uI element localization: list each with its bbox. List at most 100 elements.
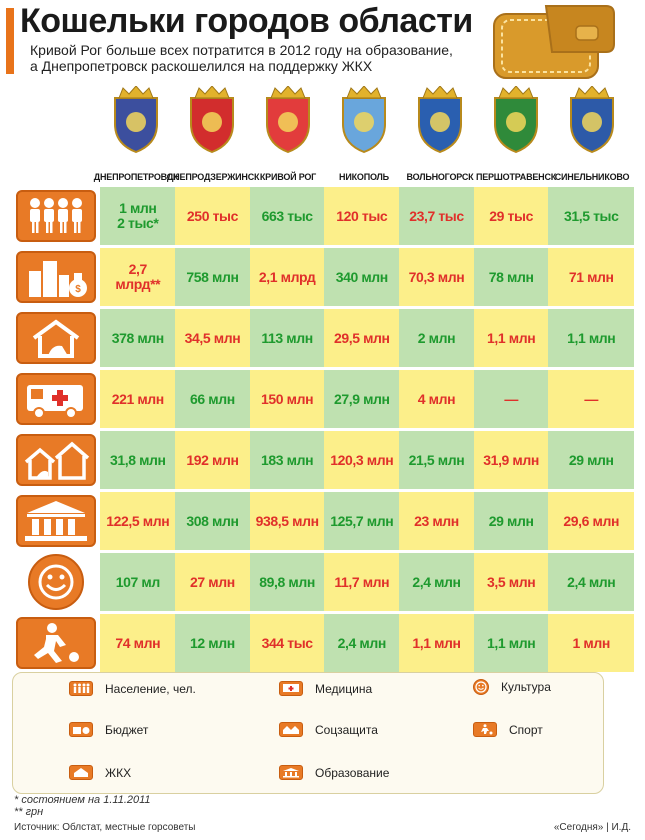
legend-item-budget: Бюджет (69, 722, 148, 737)
value-cell: 663 тыс (249, 187, 325, 245)
value-cell: 378 млн (100, 309, 176, 367)
value-cell: 31,8 млн (100, 431, 176, 489)
legend-label-education: Образование (315, 765, 390, 780)
source-text: Источник: Облстат, местные горсоветы (14, 822, 196, 833)
table-row-medicine: 221 млн 66 млн 150 млн 27,9 млн 4 млн — — (12, 370, 634, 428)
legend-item-housing: ЖКХ (69, 765, 131, 780)
legend-label-sport: Спорт (509, 722, 543, 737)
coat-of-arms-icon (190, 86, 234, 154)
subtitle-line-1: Кривой Рог больше всех потратится в 2012… (30, 42, 453, 58)
house-icon (16, 312, 97, 364)
value-cell: 221 млн (100, 370, 176, 428)
value-cell: 150 млн (249, 370, 325, 428)
value-cell: 27 млн (175, 553, 250, 611)
accent-bar (6, 8, 14, 74)
value-cell: 1 млн 2 тыс* (100, 187, 176, 245)
page-title: Кошельки городов области (20, 2, 473, 40)
table-row-social: 31,8 млн 192 млн 183 млн 120,3 млн 21,5 млн 3… (12, 431, 634, 489)
table-row-housing: 378 млн 34,5 млн 113 млн 29,5 млн 2 млн 1,1 м… (12, 309, 634, 367)
coat-of-arms-icon (570, 86, 614, 154)
table-row-education: 122,5 млн 308 млн 938,5 млн 125,7 млн 23 млн… (12, 492, 634, 550)
football-player-icon (473, 722, 497, 737)
value-cell: 12 млн (175, 614, 250, 672)
house-icon (69, 765, 93, 780)
footnote-2: ** грн (14, 806, 44, 818)
table-row-sport: 74 млн 12 млн 344 тыс 2,4 млн 1,1 млн 1,1 млн… (12, 614, 634, 672)
value-cell: 21,5 млн (399, 431, 474, 489)
legend-label-budget: Бюджет (105, 722, 149, 737)
value-cell: 23 млн (399, 492, 474, 550)
value-cell: 31,5 тыс (548, 187, 634, 245)
legend-label-social: Соцзащита (315, 722, 378, 737)
value-cell: 1 млн (548, 614, 634, 672)
wallet-icon (493, 5, 615, 79)
smiley-icon (473, 679, 489, 695)
table-row-culture: 107 мл 27 млн 89,8 млн 11,7 млн 2,4 млн 3,5 м… (12, 553, 634, 611)
legend-item-sport: Спорт (473, 722, 543, 737)
value-cell: 113 млн (249, 309, 325, 367)
row-icon-cell (12, 492, 100, 550)
value-cell: 78 млн (473, 248, 549, 306)
coat-of-arms-icon (266, 86, 310, 154)
table-row-budget: $2,7 млрд** 758 млн 2,1 млрд 340 млн 70,3 мл… (12, 248, 634, 306)
money-bag-icon: $ (16, 251, 97, 303)
value-cell: 29 тыс (473, 187, 549, 245)
value-cell: 250 тыс (175, 187, 250, 245)
people-icon (69, 681, 93, 696)
social-houses-icon (279, 722, 303, 737)
value-cell: 29 млн (473, 492, 549, 550)
legend-item-medicine: Медицина (279, 681, 372, 696)
value-cell: — (473, 370, 549, 428)
row-icon-cell (12, 370, 100, 428)
ambulance-icon (16, 373, 97, 425)
legend-label-housing: ЖКХ (105, 765, 132, 780)
city-name: ДНЕПРОПЕТРОВСК (93, 172, 179, 182)
row-icon-cell (12, 553, 100, 611)
value-cell: 2,4 млн (399, 553, 474, 611)
social-houses-icon (16, 434, 97, 486)
value-cell: 23,7 тыс (399, 187, 474, 245)
value-cell: 2,1 млрд (249, 248, 325, 306)
people-icon (16, 190, 97, 242)
city-name: ДНЕПРОДЗЕРЖИНСК (167, 172, 260, 182)
city-name: ВОЛЬНОГОРСК (406, 172, 474, 182)
value-cell: 120 тыс (324, 187, 400, 245)
value-cell: 2 млн (399, 309, 474, 367)
row-icon-cell (12, 309, 100, 367)
value-cell: 2,4 млн (324, 614, 400, 672)
credit-text: «Сегодня» | И.Д. (553, 822, 631, 833)
page-subtitle: Кривой Рог больше всех потратится в 2012… (30, 42, 453, 74)
value-cell: 122,5 млн (100, 492, 176, 550)
city-name: ПЕРШОТРАВЕНСК (475, 172, 557, 182)
row-icon-cell: $ (12, 248, 100, 306)
value-cell: 1,1 млн (399, 614, 474, 672)
value-cell: — (548, 370, 634, 428)
building-icon (279, 765, 303, 780)
subtitle-line-2: а Днепропетровск раскошелился на поддерж… (30, 58, 373, 74)
value-cell: 340 млн (324, 248, 400, 306)
value-cell: 308 млн (175, 492, 250, 550)
value-cell: 344 тыс (249, 614, 325, 672)
value-cell: 1,1 млн (473, 614, 549, 672)
football-player-icon (16, 617, 97, 669)
value-cell: 27,9 млн (324, 370, 400, 428)
value-cell: 938,5 млн (249, 492, 325, 550)
value-cell: 11,7 млн (324, 553, 400, 611)
row-icon-cell (12, 614, 100, 672)
value-cell: 2,4 млн (548, 553, 634, 611)
value-cell: 31,9 млн (473, 431, 549, 489)
coat-of-arms-icon (114, 86, 158, 154)
legend-item-education: Образование (279, 765, 389, 780)
legend: Население, чел. Бюджет ЖКХ Медицина Соцз… (12, 672, 604, 794)
value-cell: 74 млн (100, 614, 176, 672)
footnote-1: * состоянием на 1.11.2011 (14, 794, 151, 806)
svg-text:$: $ (75, 284, 81, 295)
legend-item-population: Население, чел. (69, 681, 196, 696)
value-cell: 70,3 млн (399, 248, 474, 306)
value-cell: 4 млн (399, 370, 474, 428)
legend-label-population: Население, чел. (105, 681, 196, 696)
row-icon-cell (12, 431, 100, 489)
value-cell: 29 млн (548, 431, 634, 489)
value-cell: 758 млн (175, 248, 250, 306)
coat-of-arms-icon (494, 86, 538, 154)
